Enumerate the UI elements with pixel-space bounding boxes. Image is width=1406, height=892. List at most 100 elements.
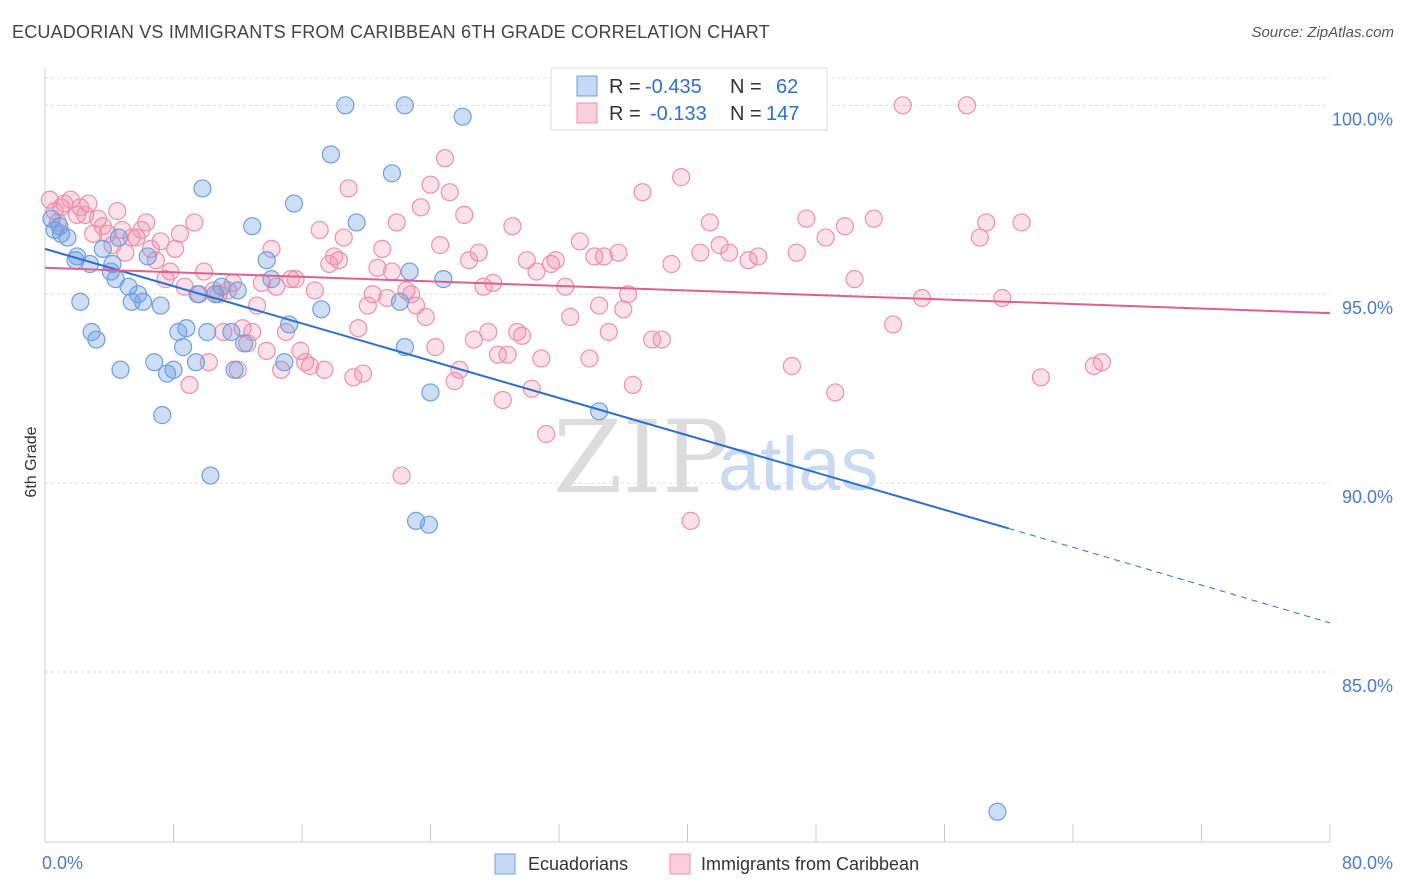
caribbean-trend-line [44, 266, 1331, 315]
caribbean-point-111 [585, 247, 604, 266]
ecuadorian-point-52 [390, 292, 410, 311]
caribbean-point-126 [700, 213, 720, 232]
legend-n-value-1: 62 [776, 76, 798, 98]
ecuadorian-point-7 [71, 292, 90, 311]
caribbean-point-83 [435, 149, 455, 168]
caribbean-point-130 [749, 247, 768, 266]
y-axis-title: 6th Grade [23, 426, 40, 497]
caribbean-point-138 [864, 209, 883, 228]
caribbean-point-95 [493, 390, 512, 410]
caribbean-point-118 [623, 375, 642, 394]
caribbean-point-119 [633, 183, 652, 202]
x-tick-labels: 0.0% 80.0% [42, 853, 1393, 873]
caribbean-point-53 [291, 341, 310, 360]
caribbean-point-34 [199, 353, 218, 372]
x-tick-label-0: 0.0% [42, 853, 83, 873]
ecuadorian-point-32 [193, 179, 212, 198]
caribbean-point-122 [662, 254, 681, 274]
caribbean-point-148 [1092, 353, 1112, 372]
caribbean-point-104 [537, 424, 556, 444]
caribbean-point-88 [459, 251, 479, 270]
caribbean-point-63 [339, 179, 358, 198]
ecuadorian-point-11 [93, 239, 112, 258]
caribbean-point-56 [305, 281, 324, 300]
caribbean-point-145 [1012, 213, 1031, 232]
legend-n-label-2: N = [730, 103, 762, 125]
chart-title: ECUADORIAN VS IMMIGRANTS FROM CARIBBEAN … [12, 22, 770, 42]
legend-r-label-1: R = [609, 76, 641, 98]
ecuadorian-point-20 [133, 292, 153, 311]
ecuadorian-point-47 [312, 300, 331, 319]
y-tick-label-0: 85.0% [1342, 676, 1393, 696]
caribbean-point-123 [671, 168, 691, 187]
caribbean-point-128 [720, 243, 739, 262]
caribbean-point-94 [488, 345, 508, 364]
ecuadorian-point-38 [225, 360, 244, 379]
caribbean-point-129 [739, 251, 758, 270]
caribbean-point-144 [993, 288, 1012, 308]
caribbean-point-57 [310, 220, 329, 240]
caribbean-point-69 [368, 258, 387, 277]
ecuadorian-point-15 [109, 228, 128, 247]
ecuadorian-point-41 [243, 217, 262, 236]
ecuadorian-point-59 [434, 270, 453, 289]
legend-swatch-pink [576, 102, 598, 124]
caribbean-point-68 [363, 285, 382, 304]
ecuadorian-point-55 [395, 96, 414, 115]
ecuadorian-point-57 [419, 515, 438, 534]
caribbean-point-45 [252, 273, 271, 292]
legend-swatch-blue [576, 75, 598, 97]
ecuadorian-point-54 [400, 262, 419, 281]
caribbean-point-101 [522, 379, 541, 398]
legend-r-value-2: -0.133 [650, 103, 707, 125]
ecuadorian-point-10 [87, 330, 106, 349]
caribbean-point-136 [835, 217, 855, 236]
ecuadorian-point-33 [198, 322, 217, 342]
y-tick-labels: 85.0% 90.0% 95.0% 100.0% [1332, 109, 1393, 696]
caribbean-point-67 [358, 296, 377, 315]
ecuadorian-point-46 [284, 194, 304, 213]
caribbean-point-108 [561, 307, 580, 326]
caribbean-point-90 [469, 243, 488, 262]
ecuadorian-point-44 [275, 353, 294, 372]
ecuadorian-point-50 [347, 213, 366, 232]
caribbean-point-135 [826, 383, 845, 402]
caribbean-point-133 [797, 209, 816, 228]
source-label: Source: ZipAtlas.com [1251, 24, 1394, 41]
x-tick-label-1: 80.0% [1342, 853, 1393, 873]
caribbean-point-82 [431, 236, 450, 255]
caribbean-point-132 [787, 243, 806, 262]
caribbean-point-61 [329, 251, 349, 270]
ecuadorian-point-42 [257, 251, 276, 270]
ecuadorian-point-49 [336, 96, 355, 115]
caribbean-point-127 [710, 236, 729, 255]
caribbean-point-55 [300, 356, 320, 376]
legend-n-value-2: 147 [766, 103, 799, 125]
caribbean-point-109 [570, 232, 589, 251]
bottom-legend: Ecuadorians Immigrants from Caribbean [494, 853, 919, 875]
bottom-legend-swatch-caribbean [669, 853, 691, 875]
ecuadorian-point-16 [111, 360, 130, 379]
caribbean-point-84 [440, 183, 459, 202]
caribbean-point-28 [170, 224, 190, 243]
ecuadorian-point-60 [453, 107, 472, 126]
ecuadorian-trend-extension [1008, 527, 1331, 624]
caribbean-point-134 [816, 228, 835, 247]
series-ecuadorians [42, 96, 1007, 821]
caribbean-point-70 [373, 239, 392, 258]
caribbean-point-143 [977, 213, 996, 232]
caribbean-point-114 [599, 322, 618, 342]
ecuadorian-point-40 [235, 334, 254, 353]
ecuadorian-point-51 [382, 164, 402, 183]
ecuadorian-point-48 [321, 145, 341, 164]
axes [44, 68, 1331, 843]
caribbean-point-97 [503, 217, 522, 236]
ecuadorian-point-24 [153, 406, 172, 425]
bottom-legend-swatch-ecuadorians [494, 853, 516, 875]
ecuadorian-point-21 [138, 247, 157, 266]
trend-lines [44, 247, 1331, 624]
caribbean-point-64 [344, 368, 363, 387]
y-tick-label-1: 90.0% [1342, 487, 1393, 507]
caribbean-point-124 [681, 511, 700, 530]
caribbean-point-30 [180, 375, 199, 394]
